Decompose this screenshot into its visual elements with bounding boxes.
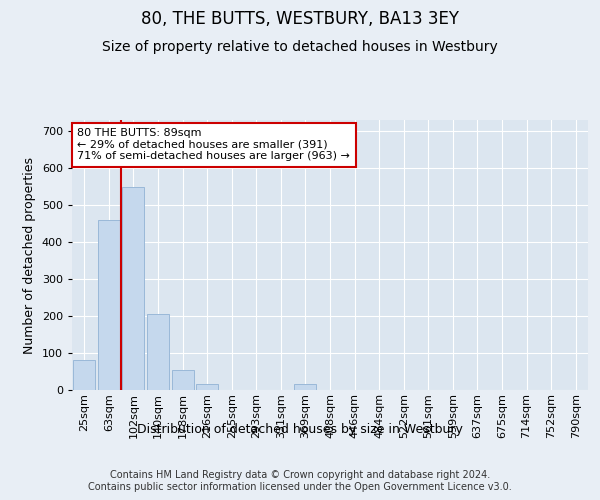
- Text: Size of property relative to detached houses in Westbury: Size of property relative to detached ho…: [102, 40, 498, 54]
- Bar: [196, 384, 218, 390]
- Text: 80, THE BUTTS, WESTBURY, BA13 3EY: 80, THE BUTTS, WESTBURY, BA13 3EY: [141, 10, 459, 28]
- Y-axis label: Number of detached properties: Number of detached properties: [23, 156, 36, 354]
- Bar: [73, 360, 95, 390]
- Text: Distribution of detached houses by size in Westbury: Distribution of detached houses by size …: [137, 422, 463, 436]
- Bar: [98, 220, 120, 390]
- Text: 80 THE BUTTS: 89sqm
← 29% of detached houses are smaller (391)
71% of semi-detac: 80 THE BUTTS: 89sqm ← 29% of detached ho…: [77, 128, 350, 162]
- Text: Contains HM Land Registry data © Crown copyright and database right 2024.
Contai: Contains HM Land Registry data © Crown c…: [88, 470, 512, 492]
- Bar: [172, 370, 194, 390]
- Bar: [147, 314, 169, 390]
- Bar: [122, 186, 145, 390]
- Bar: [295, 384, 316, 390]
